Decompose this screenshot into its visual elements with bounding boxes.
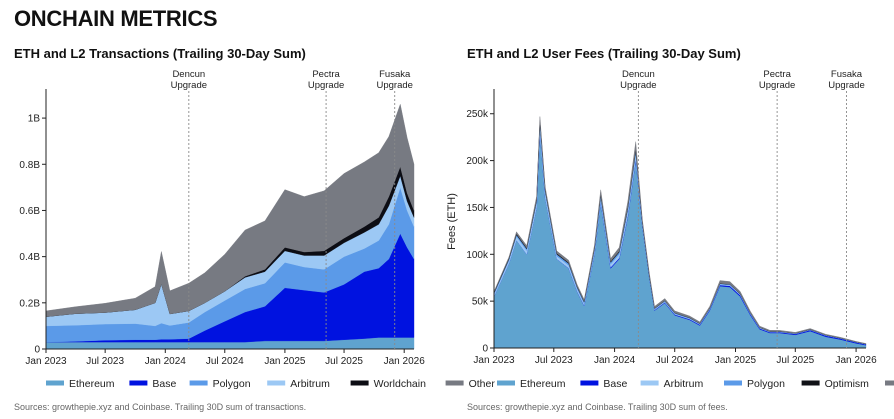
tx-legend-swatch (129, 380, 148, 386)
fees-x-tick-label: Jul 2025 (776, 355, 814, 366)
tx-y-tick-label: 0.2B (19, 298, 40, 309)
tx-legend-label: Ethereum (69, 378, 115, 390)
tx-annotation-label: Upgrade (376, 80, 412, 91)
fees-legend-swatch (724, 380, 742, 386)
tx-annotation-label: Upgrade (308, 80, 344, 91)
tx-legend-label: Worldchain (374, 378, 426, 390)
fees-legend-swatch (580, 380, 599, 386)
tx-legend-swatch (46, 380, 64, 386)
fees-y-tick-label: 0 (482, 344, 488, 355)
fees-legend-swatch (885, 380, 894, 386)
tx-annotation-label: Dencun (172, 69, 205, 80)
tx-legend-label: Arbitrum (290, 378, 330, 390)
fees-y-tick-label: 150k (466, 203, 489, 214)
fees-chart-title: ETH and L2 User Fees (Trailing 30-Day Su… (467, 46, 741, 61)
tx-legend-label: Base (152, 378, 176, 390)
tx-x-tick-label: Jan 2026 (384, 356, 426, 367)
fees-legend-label: Optimism (825, 378, 870, 390)
tx-x-tick-label: Jan 2025 (264, 356, 306, 367)
tx-x-tick-label: Jul 2025 (325, 356, 363, 367)
fees-annotation-label: Dencun (622, 69, 655, 80)
fees-legend-swatch (640, 380, 659, 386)
tx-x-tick-label: Jan 2023 (25, 356, 67, 367)
fees-legend: EthereumBaseArbitrumPolygonOptimismOther (497, 378, 894, 390)
fees-annotation-label: Pectra (763, 69, 791, 80)
fees-y-tick-label: 250k (466, 109, 489, 120)
fees-legend-label: Base (603, 378, 627, 390)
tx-legend-swatch (267, 380, 286, 386)
fees-x-tick-label: Jan 2026 (836, 355, 878, 366)
fees-y-tick-label: 50k (472, 297, 489, 308)
fees-x-tick-label: Jul 2023 (535, 355, 573, 366)
tx-area-other (45, 103, 415, 317)
transactions-source-note: Sources: growthepie.xyz and Coinbase. Tr… (14, 402, 307, 412)
tx-y-tick-label: 0.6B (19, 206, 40, 217)
tx-areas (45, 103, 415, 350)
tx-legend-swatch (189, 380, 208, 386)
fees-x-tick-label: Jan 2024 (594, 355, 636, 366)
fees-x-tick-label: Jan 2025 (715, 355, 757, 366)
tx-y-tick-label: 0 (34, 345, 40, 356)
tx-x-tick-label: Jul 2023 (86, 356, 124, 367)
tx-x-tick-label: Jan 2024 (145, 356, 187, 367)
tx-legend-label: Polygon (213, 378, 251, 390)
tx-y-tick-label: 0.4B (19, 252, 40, 263)
tx-annotation-label: Upgrade (171, 80, 207, 91)
fees-legend-label: Ethereum (520, 378, 566, 390)
fees-area-other (493, 116, 867, 345)
fees-chart: 0 50k 100k 150k 200k 250k Jan 2023 Jul 2023 Jan … (446, 69, 894, 390)
fees-x-tick-label: Jul 2024 (656, 355, 694, 366)
tx-legend-label: Other (469, 378, 496, 390)
transactions-chart-title: ETH and L2 Transactions (Trailing 30-Day… (14, 46, 306, 61)
tx-y-tick-label: 1B (28, 114, 41, 125)
fees-y-axis-label: Fees (ETH) (446, 193, 458, 250)
fees-annotation-label: Fusaka (831, 69, 863, 80)
fees-annotation-label: Upgrade (759, 80, 795, 91)
tx-x-tick-label: Jul 2024 (206, 356, 244, 367)
fees-legend-label: Arbitrum (664, 378, 704, 390)
fees-legend-label: Polygon (747, 378, 785, 390)
tx-legend: Ethereum Base Polygon Arbitrum Worldchain Oth… (46, 378, 495, 390)
tx-annotation-label: Fusaka (379, 69, 411, 80)
tx-annotation-label: Pectra (312, 69, 340, 80)
tx-y-tick-label: 0.8B (19, 160, 40, 171)
fees-legend-swatch (801, 380, 820, 386)
fees-source-note: Sources: growthepie.xyz and Coinbase. Tr… (467, 402, 728, 412)
tx-legend-swatch (445, 380, 464, 386)
page-title: ONCHAIN METRICS (14, 6, 218, 31)
tx-legend-swatch (350, 380, 369, 386)
transactions-chart: 0 0.2B 0.4B 0.6B 0.8B 1B Jan 2023 Jul 2023 Jan 2… (19, 69, 495, 390)
fees-annotation-label: Upgrade (620, 80, 656, 91)
fees-y-tick-label: 200k (466, 156, 489, 167)
fees-areas (493, 116, 867, 349)
fees-y-tick-label: 100k (466, 250, 489, 261)
fees-annotation-label: Upgrade (828, 80, 864, 91)
fees-x-tick-label: Jan 2023 (473, 355, 515, 366)
fees-legend-swatch (497, 380, 515, 386)
